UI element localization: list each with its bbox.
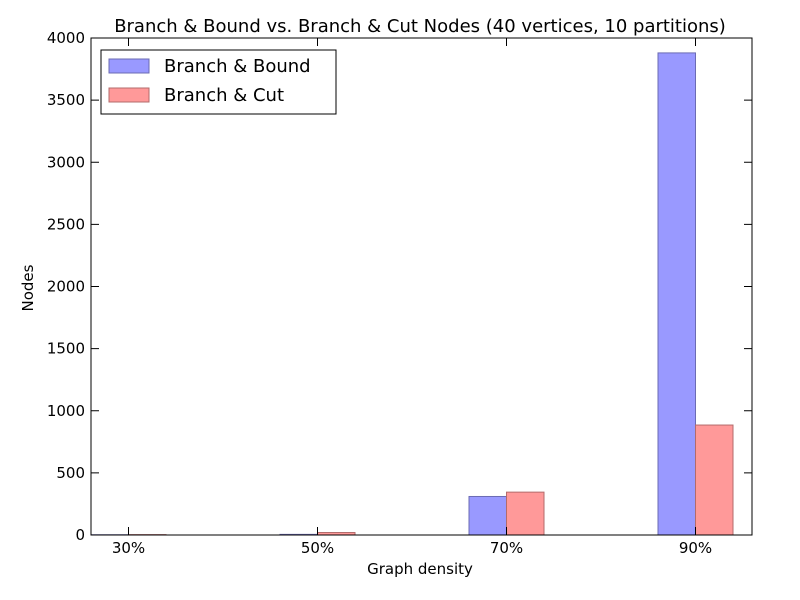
- legend: Branch & Bound Branch & Cut: [100, 49, 337, 115]
- x-tick-label-3: 90%: [679, 539, 712, 557]
- x-tick-label-1: 50%: [301, 539, 334, 557]
- y-tick-label-3: 1500: [47, 340, 85, 358]
- bars-layer: [90, 52, 734, 536]
- legend-label-branch-and-bound: Branch & Bound: [164, 56, 311, 77]
- bar-branch-and-bound-2: [468, 495, 507, 536]
- y-axis-title: Nodes: [19, 264, 37, 311]
- y-tick-label-4: 2000: [47, 278, 85, 296]
- y-tick-label-1: 500: [56, 464, 85, 482]
- x-tick-label-2: 70%: [490, 539, 523, 557]
- y-tick-label-7: 3500: [47, 91, 85, 109]
- bar-branch-and-cut-3: [695, 424, 734, 536]
- y-tick-label-6: 3000: [47, 153, 85, 171]
- y-tick-label-5: 2500: [47, 215, 85, 233]
- chart-title: Branch & Bound vs. Branch & Cut Nodes (4…: [114, 16, 726, 37]
- y-tick-label-8: 4000: [47, 29, 85, 47]
- bar-branch-and-cut-2: [506, 491, 545, 536]
- bar-branch-and-bound-3: [657, 52, 696, 536]
- legend-label-branch-and-cut: Branch & Cut: [164, 85, 284, 106]
- y-tick-label-0: 0: [75, 526, 85, 544]
- legend-swatch-branch-and-cut: [108, 87, 150, 103]
- x-axis-title: Graph density: [367, 560, 473, 578]
- axes-layer: 0 500 1000 1500 2000 2500 3000 3500 4000 30% 50% 70…: [47, 29, 753, 557]
- x-tick-label-0: 30%: [112, 539, 145, 557]
- legend-swatch-branch-and-bound: [108, 58, 150, 74]
- y-tick-label-2: 1000: [47, 402, 85, 420]
